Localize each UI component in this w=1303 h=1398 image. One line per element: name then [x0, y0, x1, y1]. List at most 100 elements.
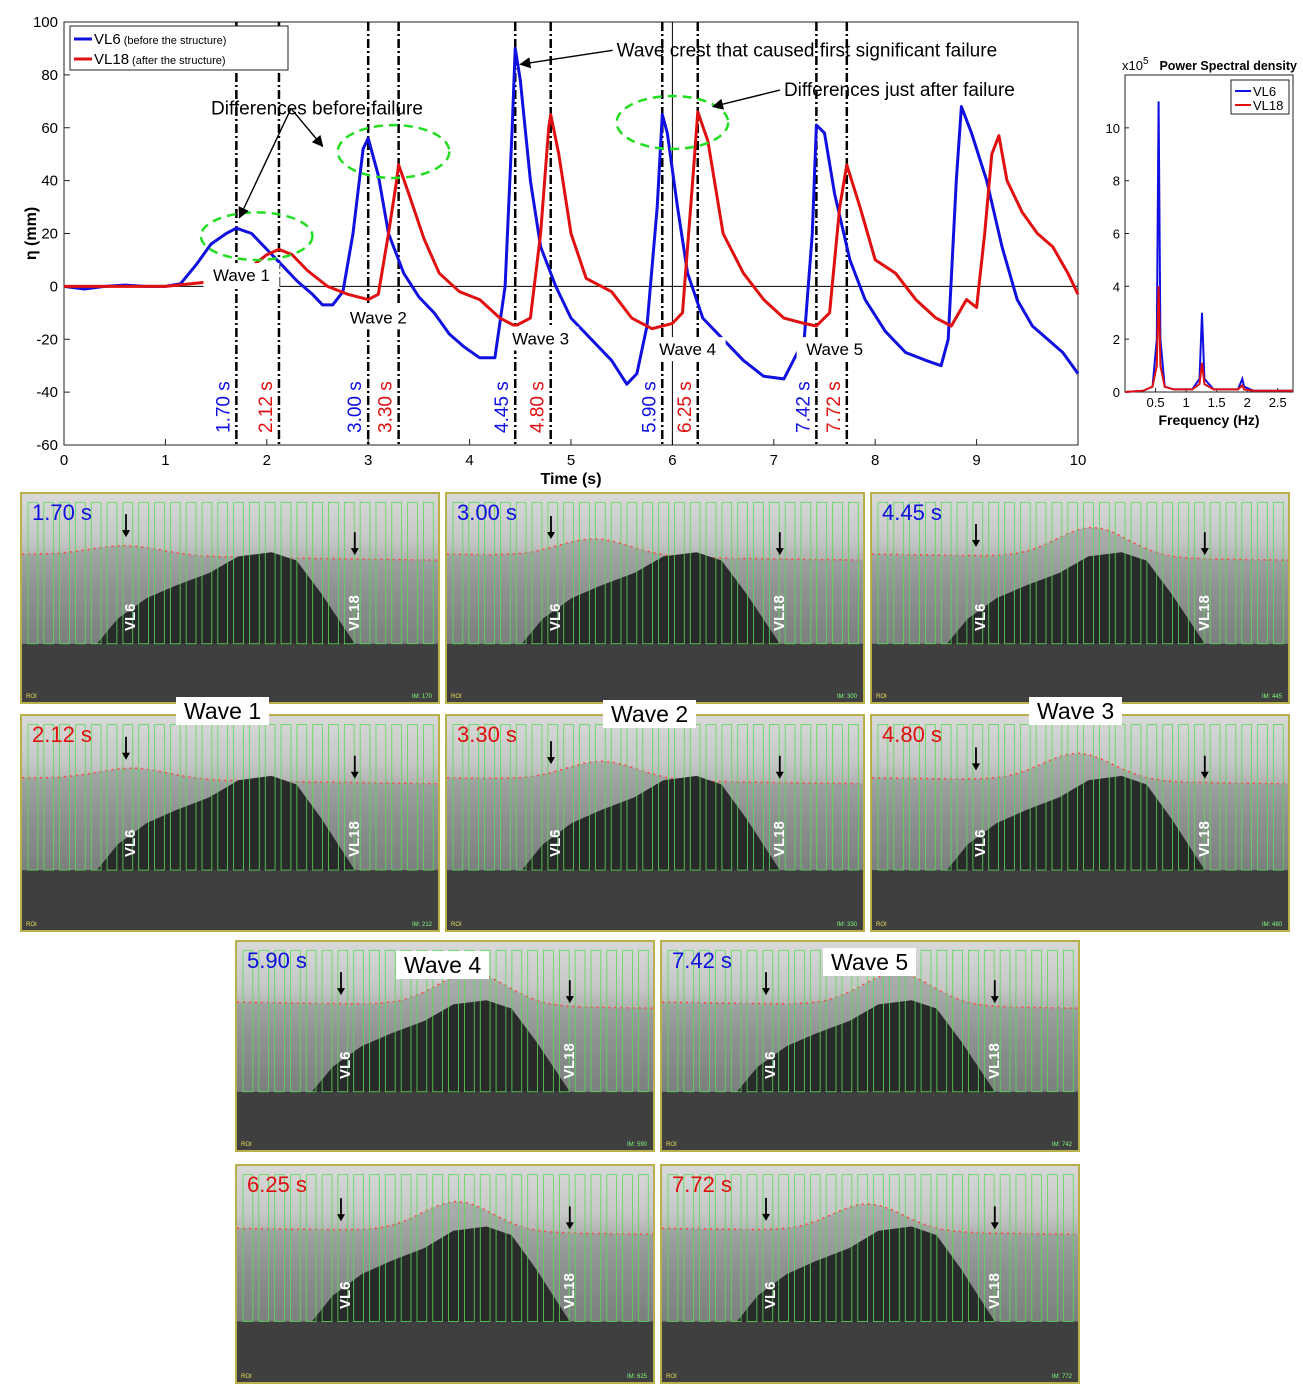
gauge-box: [988, 501, 999, 645]
probe-label: VL18: [346, 595, 364, 632]
frame-drawing: [662, 949, 1078, 1150]
gauge-box: [746, 1174, 758, 1322]
x-tick-label: 1: [161, 452, 169, 469]
gauge-box: [1146, 724, 1158, 871]
probe-label: VL18: [986, 1272, 1004, 1309]
probe-arrowhead: [990, 996, 999, 1004]
gauge-box: [746, 949, 758, 1093]
gauge-box: [794, 949, 805, 1093]
highlight-ellipse: [615, 94, 730, 151]
gauge-box: [667, 949, 679, 1093]
gauge-box: [705, 501, 717, 645]
frame-drawing: [872, 501, 1288, 702]
probe-arrowhead: [350, 771, 359, 779]
psd-legend-entry-vl6: VL6: [1253, 84, 1276, 99]
gauge-box: [841, 1174, 853, 1322]
gauge-box: [610, 501, 622, 645]
psd-plot-area: [1124, 74, 1294, 393]
wave-label: Wave 1: [213, 266, 270, 285]
gauge-box: [1019, 501, 1031, 645]
gauge-box: [1083, 501, 1094, 645]
gauge-box: [391, 724, 403, 871]
probe-arrowhead: [337, 1214, 345, 1222]
frame-drawing: [662, 1174, 1078, 1382]
event-time-label: 3.00 s: [345, 381, 366, 433]
gauge-box: [952, 1174, 963, 1322]
probe-label: VL6: [121, 829, 139, 858]
gauge-box: [1047, 1174, 1058, 1322]
probe-label: VL6: [336, 1051, 354, 1080]
gauge-box: [768, 724, 780, 871]
gauge-box: [893, 724, 905, 871]
rubble-mound: [521, 775, 780, 871]
gauge-box: [511, 949, 523, 1093]
frame-drawing: [22, 501, 438, 702]
gauge-box: [606, 1174, 618, 1322]
frame-drawing: [237, 949, 653, 1150]
gauge-box: [138, 501, 149, 645]
gauge-box: [925, 501, 936, 645]
gauge-box: [90, 501, 102, 645]
gauge-box: [956, 501, 968, 645]
annotation-arrow: [290, 108, 324, 148]
gauge-box: [753, 724, 764, 871]
probe-label: VL18: [346, 821, 364, 858]
gauge-box: [832, 724, 843, 871]
gauge-box: [848, 501, 859, 645]
probe-arrowhead: [1200, 548, 1209, 556]
gauge-box: [343, 501, 355, 645]
gauge-box: [359, 724, 371, 871]
gauge-box: [547, 724, 559, 871]
rubble-mound: [311, 1000, 570, 1092]
gauge-box: [999, 949, 1011, 1093]
gauge-box: [800, 724, 812, 871]
gauge-box: [1031, 1174, 1043, 1322]
probe-arrowhead: [565, 1222, 574, 1230]
gauge-box: [27, 724, 39, 871]
annotation-arrow: [519, 49, 613, 69]
gauge-box: [737, 501, 748, 645]
gauge-box: [1209, 501, 1221, 645]
event-time-label: 7.72 s: [824, 381, 845, 433]
event-time-label: 6.25 s: [675, 381, 696, 433]
roi-label: ROI: [666, 1374, 677, 1380]
gauge-box: [999, 1174, 1011, 1322]
gauge-box: [468, 501, 480, 645]
gauge-box: [1004, 501, 1015, 645]
image-number: IM: 170: [411, 694, 432, 700]
gauge-box: [579, 501, 590, 645]
x-tick-label: 8: [871, 452, 879, 469]
psd-x-axis-label: Frequency (Hz): [1158, 412, 1259, 428]
gauge-box: [904, 1174, 916, 1322]
flume-floor: [872, 870, 1288, 930]
y-axis-label: η (mm): [23, 207, 40, 260]
gauge-box: [369, 949, 380, 1093]
gauge-box: [737, 724, 748, 871]
gauge-box: [1193, 724, 1205, 871]
image-number: IM: 590: [626, 1142, 647, 1148]
frame-time: 4.45 s: [882, 500, 942, 525]
psd-x-tick-label: 2.5: [1269, 395, 1287, 410]
psd-chart: 0.5 1 1.5 2 2.5 0 2 4 6 8 10 Frequency (Hz) x105 Powe…: [1106, 56, 1298, 428]
gauge-box: [594, 501, 606, 645]
gauge-box: [543, 949, 554, 1093]
probe-arrowhead: [350, 548, 359, 556]
gauge-box: [1063, 1174, 1074, 1322]
gauge-box: [464, 949, 475, 1093]
gauge-box: [972, 501, 984, 645]
gauge-box: [43, 501, 55, 645]
gauge-box: [658, 501, 669, 645]
flume-floor: [662, 1321, 1078, 1382]
psd-title: Power Spectral density: [1159, 59, 1297, 73]
rubble-mound: [521, 552, 780, 644]
rubble-mound: [311, 1226, 570, 1322]
gauge-box: [484, 501, 495, 645]
legend-entry-vl18: VL18 (after the structure): [94, 51, 226, 68]
probe-arrowhead: [972, 540, 980, 548]
gauge-box: [432, 949, 444, 1093]
psd-x-tick-label: 1.5: [1208, 395, 1226, 410]
wave-label: Wave 3: [512, 330, 569, 349]
time-series-chart: 0 1 2 3 4 5 6 7 8 9 10 -60 -40 -20 0 20 40 60 80 100 Time (s…: [23, 14, 1086, 488]
gauge-box: [873, 1174, 884, 1322]
